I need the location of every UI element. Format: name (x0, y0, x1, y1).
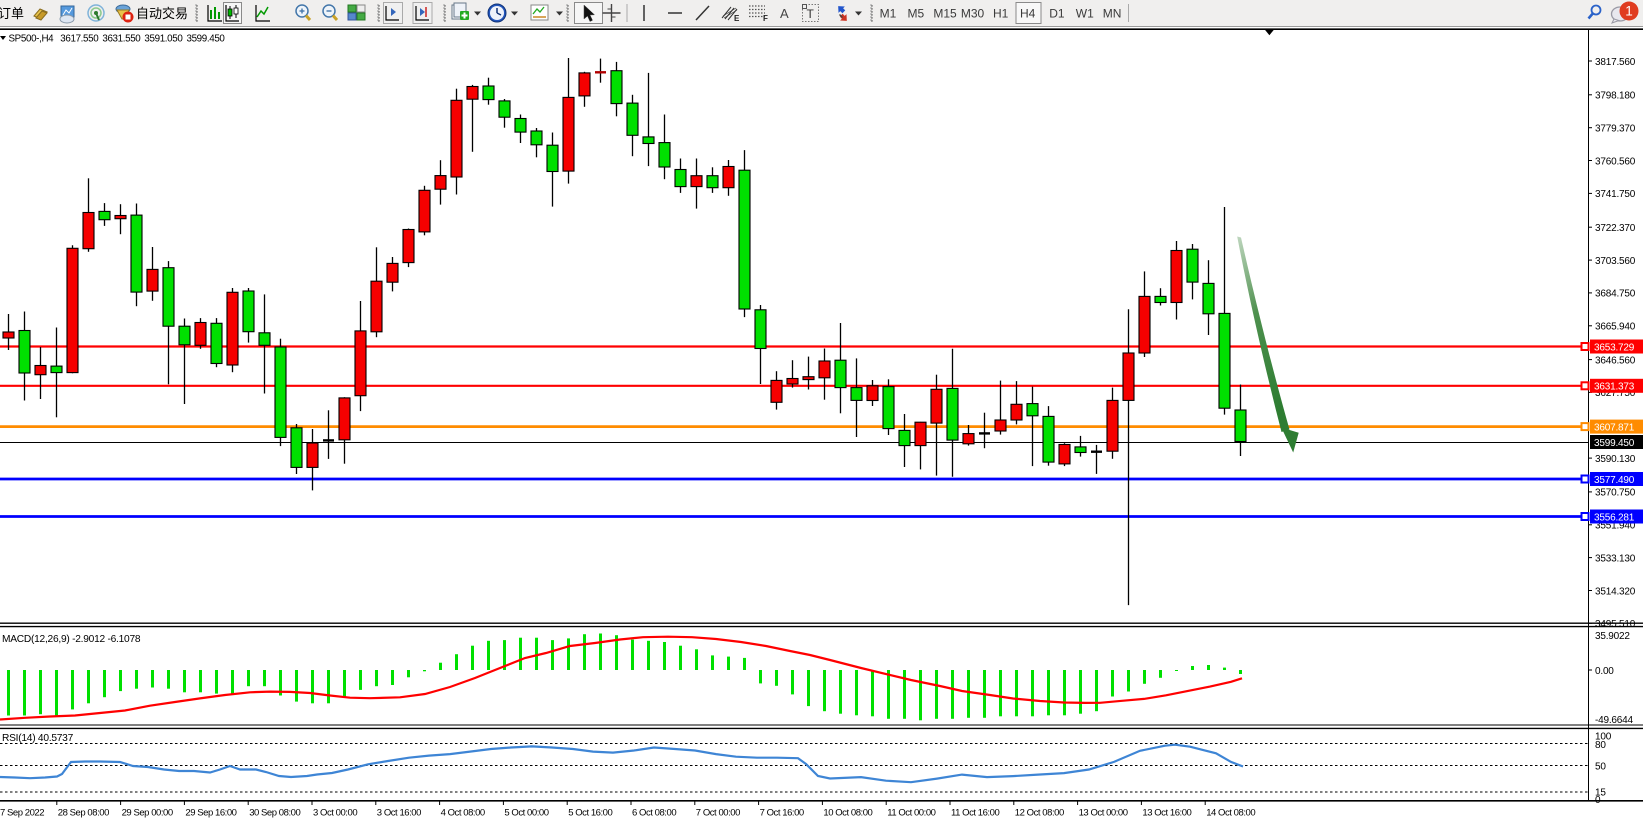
svg-text:5 Oct 16:00: 5 Oct 16:00 (568, 808, 612, 819)
svg-text:M1: M1 (880, 7, 897, 21)
svg-text:13 Oct 16:00: 13 Oct 16:00 (1142, 808, 1191, 819)
svg-text:5 Oct 00:00: 5 Oct 00:00 (504, 808, 548, 819)
svg-text:7 Oct 16:00: 7 Oct 16:00 (760, 808, 804, 819)
svg-text:3 Oct 00:00: 3 Oct 00:00 (313, 808, 357, 819)
svg-text:3760.560: 3760.560 (1595, 156, 1636, 167)
svg-text:1: 1 (1625, 4, 1633, 19)
svg-text:15: 15 (1595, 788, 1606, 799)
svg-text:7 Oct 00:00: 7 Oct 00:00 (696, 808, 740, 819)
svg-text:30 Sep 08:00: 30 Sep 08:00 (249, 808, 300, 819)
svg-text:3722.370: 3722.370 (1595, 223, 1636, 234)
svg-text:35.9022: 35.9022 (1595, 631, 1630, 642)
svg-text:M15: M15 (933, 7, 957, 21)
svg-text:0.00: 0.00 (1595, 666, 1614, 677)
svg-text:29 Sep 16:00: 29 Sep 16:00 (185, 808, 236, 819)
svg-text:3703.560: 3703.560 (1595, 256, 1636, 267)
svg-text:3570.750: 3570.750 (1595, 488, 1636, 499)
svg-text:6 Oct 08:00: 6 Oct 08:00 (632, 808, 676, 819)
svg-text:3684.750: 3684.750 (1595, 289, 1636, 300)
svg-text:E: E (734, 14, 740, 23)
svg-text:3607.871: 3607.871 (1594, 422, 1635, 433)
svg-text:H4: H4 (1020, 7, 1036, 21)
svg-text:-49.6644: -49.6644 (1595, 715, 1634, 726)
svg-text:3599.450: 3599.450 (1594, 438, 1635, 449)
svg-text:11 Oct 16:00: 11 Oct 16:00 (951, 808, 999, 819)
svg-text:3577.490: 3577.490 (1594, 475, 1635, 486)
svg-text:3495.510: 3495.510 (1595, 619, 1636, 630)
svg-text:F: F (763, 14, 768, 23)
svg-text:3551.940: 3551.940 (1595, 521, 1636, 532)
svg-text:29 Sep 00:00: 29 Sep 00:00 (122, 808, 173, 819)
svg-text:M30: M30 (961, 7, 985, 21)
svg-text:80: 80 (1595, 740, 1606, 751)
svg-text:3 Oct 16:00: 3 Oct 16:00 (377, 808, 421, 819)
svg-text:3627.750: 3627.750 (1595, 388, 1636, 399)
svg-text:50: 50 (1595, 762, 1606, 773)
svg-text:3590.130: 3590.130 (1595, 454, 1636, 465)
svg-text:3798.180: 3798.180 (1595, 91, 1636, 102)
svg-text:3817.560: 3817.560 (1595, 57, 1636, 68)
svg-text:3665.940: 3665.940 (1595, 322, 1636, 333)
svg-text:100: 100 (1595, 732, 1612, 743)
svg-text:MACD(12,26,9) -2.9012 -6.1078: MACD(12,26,9) -2.9012 -6.1078 (2, 634, 141, 645)
svg-text:12 Oct 08:00: 12 Oct 08:00 (1015, 808, 1064, 819)
svg-text:10 Oct 08:00: 10 Oct 08:00 (823, 808, 872, 819)
svg-text:4 Oct 08:00: 4 Oct 08:00 (441, 808, 485, 819)
svg-text:3779.370: 3779.370 (1595, 124, 1636, 135)
svg-text:MN: MN (1103, 7, 1122, 21)
svg-text:M5: M5 (907, 7, 924, 21)
svg-text:自动交易: 自动交易 (136, 6, 188, 21)
svg-text:3741.750: 3741.750 (1595, 189, 1636, 200)
svg-text:3514.320: 3514.320 (1595, 586, 1636, 597)
svg-text:7 Sep 2022: 7 Sep 2022 (0, 808, 44, 819)
svg-text:13 Oct 00:00: 13 Oct 00:00 (1079, 808, 1128, 819)
svg-text:28 Sep 08:00: 28 Sep 08:00 (58, 808, 109, 819)
svg-text:3646.560: 3646.560 (1595, 355, 1636, 366)
svg-text:W1: W1 (1076, 7, 1094, 21)
svg-text:3556.281: 3556.281 (1594, 512, 1635, 523)
svg-text:A: A (780, 6, 789, 21)
svg-text:3631.373: 3631.373 (1594, 382, 1635, 393)
svg-text:订单: 订单 (0, 6, 24, 21)
svg-text:11 Oct 00:00: 11 Oct 00:00 (887, 808, 935, 819)
svg-text:14 Oct 08:00: 14 Oct 08:00 (1206, 808, 1255, 819)
svg-text:D1: D1 (1049, 7, 1065, 21)
svg-text:RSI(14) 40.5737: RSI(14) 40.5737 (2, 733, 74, 744)
svg-text:3653.729: 3653.729 (1594, 342, 1635, 353)
svg-text:3533.130: 3533.130 (1595, 553, 1636, 564)
svg-text:H1: H1 (993, 7, 1009, 21)
svg-text:T: T (807, 7, 815, 21)
